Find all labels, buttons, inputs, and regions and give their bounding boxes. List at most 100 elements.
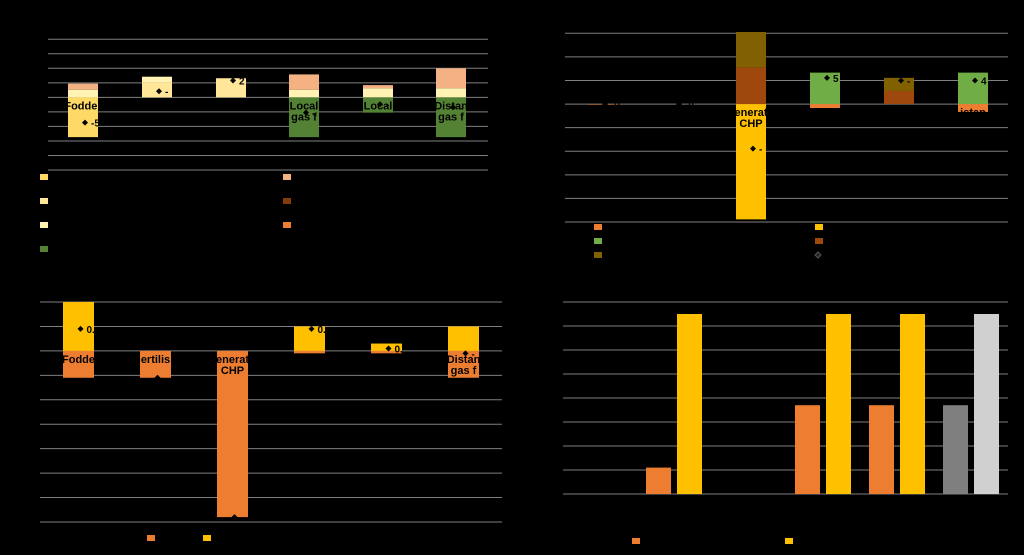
legend-swatch (815, 224, 823, 230)
net-marker (303, 109, 309, 116)
bar-segment (371, 350, 402, 354)
chart-3: Fodde 0. ertilis - enerat CHP - 0. 0. Distan gas f… (40, 301, 502, 541)
bar-segment (294, 350, 325, 354)
bar-segment (216, 78, 246, 98)
net-label: - (312, 109, 315, 120)
bar-segment (436, 97, 466, 138)
net-marker (230, 77, 236, 84)
net-marker (602, 101, 608, 108)
bar-segment (884, 77, 914, 91)
bar-segment (68, 83, 98, 90)
bar (795, 405, 820, 494)
legend-swatch (632, 538, 640, 544)
net-label: 0. (87, 325, 96, 336)
legend-swatch (815, 238, 823, 244)
bar (974, 314, 999, 494)
category-label: enerat CHP (216, 354, 249, 377)
net-marker (156, 88, 162, 95)
legend-swatch (594, 224, 602, 230)
net-label: - (907, 76, 910, 87)
category-label: Local gas f (290, 100, 319, 123)
legend-swatch (40, 222, 48, 228)
bar (646, 467, 671, 494)
category-label: Fodder (64, 100, 102, 112)
bar (900, 314, 925, 494)
legend-swatch (40, 174, 48, 180)
legend-swatch (785, 538, 793, 544)
legend-swatch (40, 246, 48, 252)
bar-segment (63, 350, 94, 378)
legend-swatch (594, 238, 602, 244)
bar-segment (371, 343, 402, 351)
legend-swatch (147, 535, 155, 541)
legend-swatch (283, 174, 291, 180)
bar-segment (884, 90, 914, 105)
bar-segment (68, 89, 98, 98)
bar-segment (810, 104, 840, 108)
category-label: enerat CHP (734, 107, 767, 130)
bar-segment (68, 97, 98, 138)
net-marker (824, 74, 830, 81)
net-label: 0. (318, 325, 327, 336)
net-marker (462, 350, 469, 357)
category-label: ertilis (141, 354, 170, 366)
bar (826, 314, 851, 494)
net-marker (77, 325, 84, 332)
net-label: - (386, 100, 389, 111)
legend-swatch (283, 198, 291, 204)
legend-swatch (594, 252, 602, 258)
net-marker (231, 514, 238, 521)
net-marker (154, 374, 161, 381)
net-label: 2 (239, 77, 245, 88)
category-label: Fodde (62, 354, 95, 366)
bar-segment (142, 82, 172, 98)
category-label: Local gas C (363, 100, 393, 123)
bar-segment (63, 302, 94, 351)
bar-segment (448, 350, 479, 378)
net-marker (377, 101, 383, 108)
net-label: 0. (395, 344, 404, 355)
net-label: - (241, 513, 244, 524)
bar-segment (289, 74, 319, 90)
net-marker (750, 145, 756, 152)
bar-segment (217, 350, 248, 518)
chart-2: -0 -0 enerat CHP - 5 - istan 4 (565, 32, 1008, 259)
net-marker (308, 325, 315, 332)
net-marker (450, 104, 456, 111)
legend-swatch (814, 251, 822, 259)
net-label: -0 (685, 100, 694, 111)
bar-segment (448, 326, 479, 351)
bar-segment (363, 88, 393, 98)
net-label: - (472, 349, 475, 360)
net-label: 4 (981, 76, 987, 87)
legend-swatch (40, 198, 48, 204)
net-marker (972, 77, 978, 84)
net-label: -5 (91, 119, 100, 130)
bar-segment (140, 350, 171, 378)
bar (869, 405, 894, 494)
net-label: 5 (833, 74, 839, 85)
bar (943, 405, 968, 494)
net-marker (82, 119, 88, 126)
bar-segment (958, 104, 988, 112)
category-label: istan (960, 107, 986, 119)
chart-4 (563, 301, 1008, 544)
net-label: - (459, 103, 462, 114)
net-label: - (165, 87, 168, 98)
bar-segment (436, 68, 466, 89)
net-marker (385, 345, 392, 352)
bar-segment (363, 85, 393, 89)
bar-segment (289, 97, 319, 138)
net-marker (676, 101, 682, 108)
legend-swatch (203, 535, 211, 541)
bar-segment (142, 76, 172, 83)
net-label: -0 (611, 100, 620, 111)
bar-segment (736, 104, 766, 220)
bar-segment (736, 67, 766, 105)
net-label: - (164, 374, 167, 385)
category-label: Fertilis (139, 100, 175, 112)
